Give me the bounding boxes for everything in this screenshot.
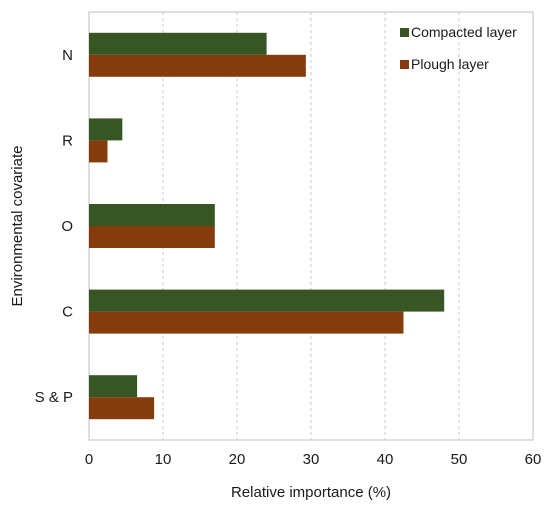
bar-compacted [89,289,445,312]
x-tick-label: 30 [303,451,320,468]
x-tick-labels: 0 10 20 30 40 50 60 [85,451,542,468]
bar-compacted [89,32,267,55]
y-tick-label: S & P [35,389,73,406]
y-axis-title: Environmental covariate [9,146,26,307]
legend-label: Compacted layer [411,24,517,40]
legend-label: Plough layer [411,56,489,72]
legend-swatch [400,60,409,69]
grid-lines [162,12,460,440]
x-tick-label: 60 [525,451,542,468]
legend-swatch [400,28,409,37]
y-tick-label: N [62,47,73,64]
x-tick-label: 40 [377,451,394,468]
bar-compacted [89,118,123,141]
bar-plough [89,397,155,420]
bar-plough [89,226,215,248]
x-tick-label: 0 [85,451,93,468]
x-tick-label: 20 [229,451,246,468]
bar-plough [89,311,404,334]
bars [89,32,445,420]
y-tick-label: O [61,218,73,235]
bar-plough [89,140,108,163]
y-tick-labels: N R O C S & P [35,47,74,406]
y-tick-label: C [62,304,73,321]
bar-compacted [89,204,215,226]
y-tick-label: R [62,132,73,149]
bar-compacted [89,375,138,398]
legend: Compacted layer Plough layer [400,24,517,72]
x-tick-label: 50 [451,451,468,468]
bar-plough [89,54,306,77]
x-axis-title: Relative importance (%) [231,484,391,501]
x-tick-label: 10 [155,451,172,468]
